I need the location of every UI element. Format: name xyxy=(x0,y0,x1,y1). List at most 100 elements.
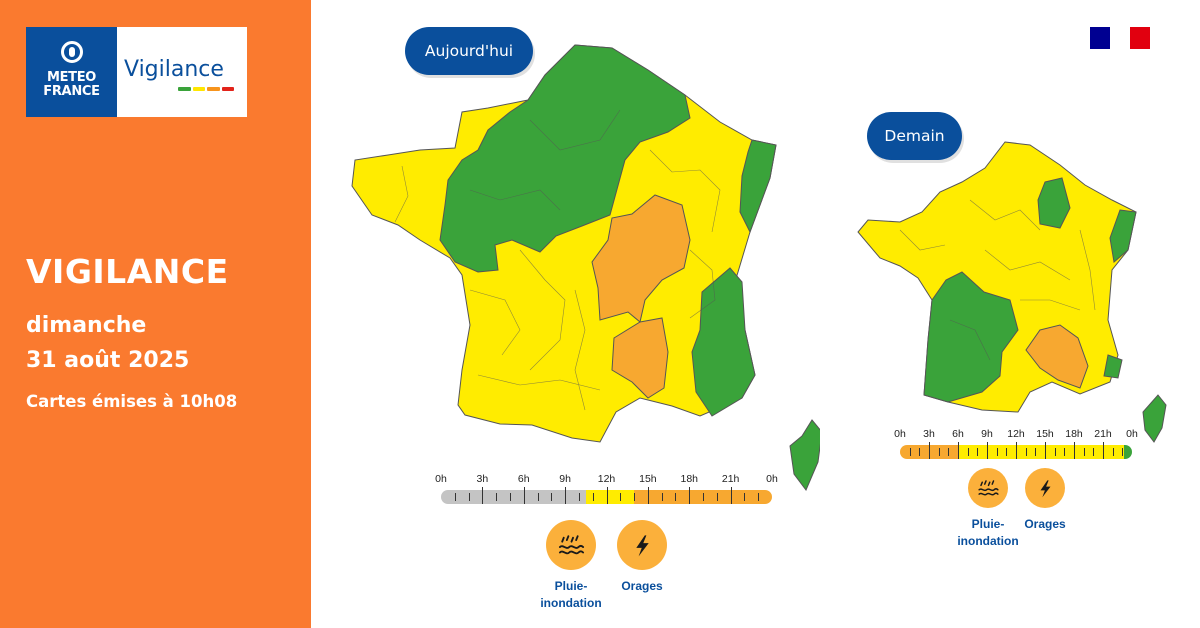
today-timeline-hour-label: 0h xyxy=(435,473,447,485)
left-panel: METEO FRANCE Vigilance VIGILANCE dimanch… xyxy=(0,0,311,628)
today-timeline-tick xyxy=(703,493,705,501)
tomorrow-timeline-tick xyxy=(1016,442,1017,459)
today-timeline-segment-grey xyxy=(441,490,586,504)
today-timeline-tick xyxy=(578,493,580,501)
today-timeline-hour-label: 12h xyxy=(597,473,616,485)
today-timeline-hour-label: 15h xyxy=(639,473,657,485)
tomorrow-timeline-hour-label: 0h xyxy=(1126,428,1138,440)
today-timeline-hour-label: 3h xyxy=(476,473,489,485)
tomorrow-timeline-tick xyxy=(938,448,940,456)
tomorrow-timeline-hour-label: 9h xyxy=(981,428,993,440)
tomorrow-map-green-alps-south xyxy=(1103,354,1123,379)
issued-time-label: Cartes émises à 10h08 xyxy=(26,392,238,411)
today-label: Aujourd'hui xyxy=(405,27,533,75)
today-hazard-label: Orages xyxy=(621,579,663,593)
tomorrow-hazard-label: Pluie-inondation xyxy=(957,517,1019,548)
today-timeline-hour-label: 6h xyxy=(517,473,530,485)
today-timeline-hour-label: 0h xyxy=(766,473,778,485)
meteo-france-logo: METEO FRANCE xyxy=(26,27,117,117)
vigilance-level-bar xyxy=(207,87,220,91)
today-timeline-tick xyxy=(606,487,608,504)
today-map-orange-centre xyxy=(591,194,691,323)
vigilance-level-bar xyxy=(192,87,205,91)
tomorrow-timeline-hour-label: 18h xyxy=(1065,428,1083,440)
today-timeline-tick xyxy=(716,493,718,501)
tomorrow-label: Demain xyxy=(867,112,962,160)
today-timeline-tick xyxy=(689,487,691,504)
tomorrow-map-corsica xyxy=(1142,394,1167,443)
tomorrow-timeline-bar xyxy=(900,445,1132,459)
tomorrow-timeline-segment-green xyxy=(1124,445,1132,459)
today-timeline-tick xyxy=(647,487,649,504)
tomorrow-timeline-tick xyxy=(909,448,911,456)
meteo-france-symbol-icon xyxy=(61,41,83,63)
today-vigilance-map xyxy=(351,44,820,491)
today-timeline-tick xyxy=(468,493,470,501)
tomorrow-timeline-tick xyxy=(1006,448,1008,456)
today-map-orange-south xyxy=(611,317,669,399)
meteo-france-vigilance-logo: METEO FRANCE Vigilance xyxy=(26,27,247,117)
tomorrow-timeline-tick xyxy=(958,442,959,459)
tomorrow-timeline-hour-label: 0h xyxy=(894,428,906,440)
today-hazard-label: Pluie-inondation xyxy=(540,579,602,610)
today-timeline-tick xyxy=(565,487,567,504)
tomorrow-timeline-tick xyxy=(919,448,921,456)
tomorrow-hazard-rain-flood-icon xyxy=(968,468,1008,508)
tomorrow-timeline-tick xyxy=(1054,448,1056,456)
vigilance-level-bar xyxy=(221,87,234,91)
tomorrow-hazard-label: Orages xyxy=(1024,517,1066,531)
today-timeline-tick xyxy=(634,493,636,501)
today-timeline-tick xyxy=(661,493,663,501)
tomorrow-timeline-tick xyxy=(1083,448,1085,456)
tomorrow-map-green-southwest xyxy=(923,271,1019,403)
tomorrow-timeline-tick xyxy=(1103,442,1104,459)
today-hazard-rain-flood-icon xyxy=(546,520,596,570)
logo-text-line1: METEO xyxy=(46,70,97,85)
vigilance-level-bars xyxy=(178,87,234,91)
tomorrow-vigilance-map xyxy=(857,141,1167,443)
tomorrow-timeline-tick xyxy=(1045,442,1046,459)
flag-stripe xyxy=(1110,27,1130,49)
tomorrow-timeline-tick xyxy=(977,448,979,456)
tomorrow-timeline-segment-yellow xyxy=(958,445,1125,459)
today-timeline-tick xyxy=(523,487,525,504)
today-timeline-tick xyxy=(592,493,594,501)
date-label: 31 août 2025 xyxy=(26,348,190,373)
today-timeline-tick xyxy=(509,493,511,501)
today-timeline-hour-label: 21h xyxy=(721,473,740,485)
today-timeline-segment-yellow xyxy=(585,490,635,504)
today-timeline-tick xyxy=(454,493,456,501)
tomorrow-timeline-hour-label: 15h xyxy=(1036,428,1054,440)
vigilance-level-bar xyxy=(178,87,191,91)
today-map-green-alsace xyxy=(739,139,777,234)
tomorrow-timeline-hour-label: 21h xyxy=(1094,428,1112,440)
tomorrow-timeline-hour-label: 6h xyxy=(952,428,964,440)
tomorrow-timeline-tick xyxy=(996,448,998,456)
today-timeline-hour-label: 9h xyxy=(559,473,571,485)
day-label: dimanche xyxy=(26,313,147,338)
tomorrow-timeline: 0h 3h 6h 9h 12h 15h 18h 21h 0h xyxy=(894,428,1138,462)
today-timeline-hour-label: 18h xyxy=(680,473,699,485)
tomorrow-timeline-tick xyxy=(1093,448,1095,456)
flag-stripe xyxy=(1130,27,1150,49)
today-timeline-tick xyxy=(537,493,539,501)
tomorrow-map-green-east xyxy=(1109,209,1137,263)
today-timeline-tick xyxy=(482,487,484,504)
today-map-corsica xyxy=(789,419,820,491)
tomorrow-timeline-tick xyxy=(1035,448,1037,456)
today-timeline-bar xyxy=(441,490,772,504)
tomorrow-timeline-tick xyxy=(948,448,950,456)
tomorrow-timeline-tick xyxy=(1074,442,1075,459)
vigilance-logo-text: Vigilance xyxy=(124,57,224,82)
tomorrow-timeline-tick xyxy=(967,448,969,456)
today-timeline-tick xyxy=(758,493,760,501)
today-timeline-tick xyxy=(496,493,498,501)
today-timeline-tick xyxy=(744,493,746,501)
tomorrow-hazard-thunderstorm-icon xyxy=(1025,468,1065,508)
republique-francaise-logo xyxy=(1090,27,1150,49)
tomorrow-timeline-hour-label: 3h xyxy=(923,428,935,440)
logo-text-line2: FRANCE xyxy=(43,84,100,99)
tomorrow-map-department-borders xyxy=(899,199,1096,361)
tomorrow-timeline-tick xyxy=(987,442,988,459)
today-hazard-thunderstorm-icon xyxy=(617,520,667,570)
